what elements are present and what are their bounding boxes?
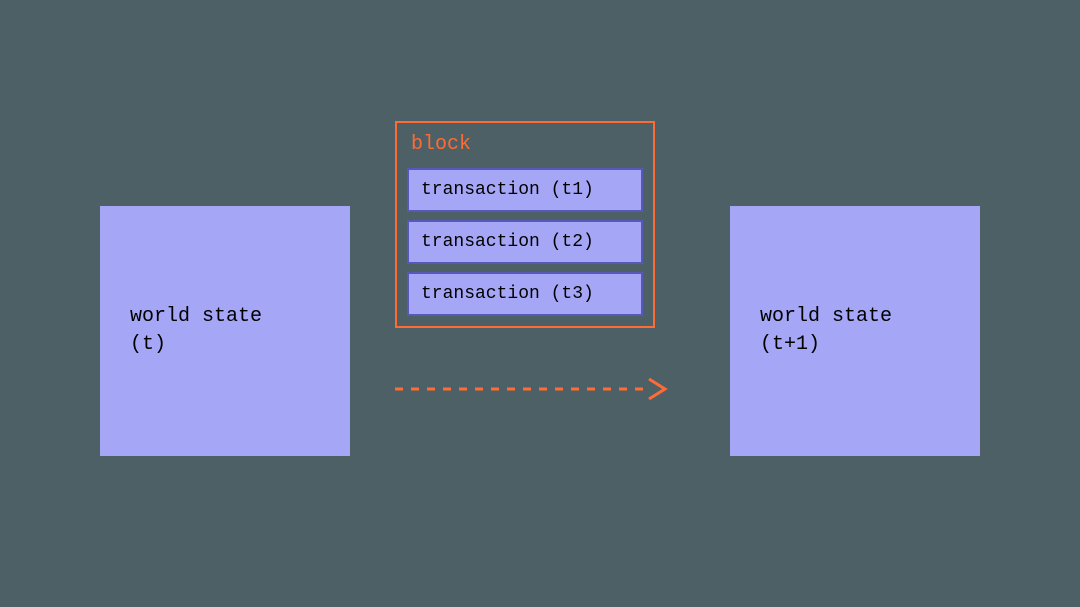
left-world-state-label: world state (t) — [130, 303, 262, 359]
transaction-row: transaction (t1) — [407, 168, 643, 212]
block-title: block — [407, 133, 643, 156]
dashed-arrow-icon — [395, 375, 675, 403]
transaction-row: transaction (t2) — [407, 220, 643, 264]
transaction-label: transaction (t1) — [421, 180, 594, 200]
left-world-state-box: world state (t) — [100, 206, 350, 456]
right-world-state-box: world state (t+1) — [730, 206, 980, 456]
transaction-label: transaction (t2) — [421, 232, 594, 252]
right-world-state-label: world state (t+1) — [760, 303, 892, 359]
transaction-row: transaction (t3) — [407, 272, 643, 316]
transaction-label: transaction (t3) — [421, 284, 594, 304]
block-container: block transaction (t1) transaction (t2) … — [395, 121, 655, 328]
